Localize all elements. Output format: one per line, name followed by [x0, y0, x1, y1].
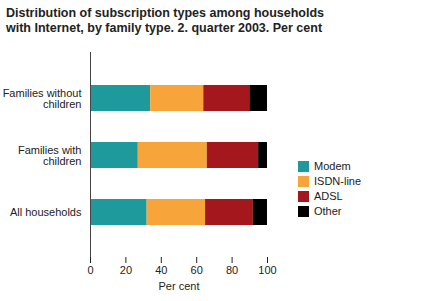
svg-text:20: 20	[120, 264, 132, 276]
html-text:ADSL: ADSL	[314, 190, 343, 202]
html-text:Other: Other	[314, 205, 342, 217]
svg-text:Families withoutchildren: Families withoutchildren	[3, 87, 82, 110]
svg-text:Per cent: Per cent	[159, 280, 200, 292]
svg-text:100: 100	[258, 264, 276, 276]
svg-text:Families withchildren: Families withchildren	[18, 144, 82, 167]
svg-text:60: 60	[191, 264, 203, 276]
html-text:Modem: Modem	[314, 160, 351, 172]
svg-text:All households: All households	[10, 206, 82, 218]
svg-text:0: 0	[87, 264, 93, 276]
html-text:ISDN-line: ISDN-line	[314, 175, 362, 187]
svg-text:40: 40	[155, 264, 167, 276]
html-text:Distribution of subscription t: Distribution of subscription types among…	[6, 6, 325, 35]
svg-text:80: 80	[226, 264, 238, 276]
